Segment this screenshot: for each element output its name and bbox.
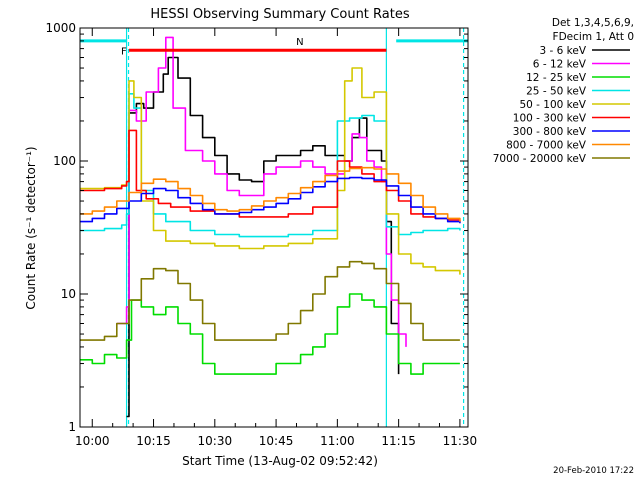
y-axis-label: Count Rate (s⁻¹ detector⁻¹) <box>24 146 38 309</box>
flag-label-n: N <box>296 37 303 48</box>
series-line-7 <box>80 176 461 224</box>
series-line-8 <box>80 166 461 222</box>
y-tick-label-2: 10 <box>61 287 76 301</box>
legend-label-7: 300 - 800 keV <box>513 126 587 138</box>
x-tick-label-2: 10:15 <box>136 434 171 448</box>
flag-label-f: F <box>121 46 127 57</box>
series-line-3 <box>80 293 460 375</box>
y-tick-label-3: 100 <box>53 154 76 168</box>
legend: Det 1,3,4,5,6,9, FDecim 1, Att 0 3 - 6 k… <box>493 17 634 165</box>
legend-label-3: 12 - 25 keV <box>526 72 587 84</box>
legend-label-2: 6 - 12 keV <box>533 59 587 71</box>
legend-label-6: 100 - 300 keV <box>513 113 587 125</box>
x-tick-label-7: 11:30 <box>443 434 478 448</box>
legend-label-9: 7000 - 20000 keV <box>493 153 587 165</box>
footer-timestamp: 20-Feb-2010 17:22 <box>553 466 634 476</box>
x-tick-label-1: 10:00 <box>75 434 110 448</box>
legend-header-line-1: Det 1,3,4,5,6,9, <box>552 17 634 29</box>
x-tick-label-3: 10:30 <box>198 434 233 448</box>
y-tick-label-1: 1 <box>68 420 76 434</box>
series-line-2 <box>116 36 407 347</box>
x-tick-label-4: 10:45 <box>259 434 294 448</box>
chart-title: HESSI Observing Summary Count Rates <box>150 7 409 22</box>
legend-label-8: 800 - 7000 keV <box>506 140 587 152</box>
plot-frame <box>79 27 469 428</box>
legend-label-5: 50 - 100 keV <box>519 99 586 111</box>
series-line-5 <box>80 67 461 275</box>
y-tick-label-4: 1000 <box>45 21 76 35</box>
x-tick-label-6: 11:15 <box>381 434 416 448</box>
series-line-6 <box>80 129 461 222</box>
legend-label-1: 3 - 6 keV <box>539 45 586 57</box>
legend-header-line-2: FDecim 1, Att 0 <box>553 31 634 43</box>
axes: 10:00 10:15 10:30 10:45 11:00 11:15 11:30 1 10 10… <box>45 21 477 448</box>
plot-area: NF <box>80 28 468 427</box>
legend-label-4: 25 - 50 keV <box>526 86 587 98</box>
x-axis-label: Start Time (13-Aug-02 09:52:42) <box>182 454 378 468</box>
series-line-9 <box>80 260 460 341</box>
x-tick-label-5: 11:00 <box>320 434 355 448</box>
